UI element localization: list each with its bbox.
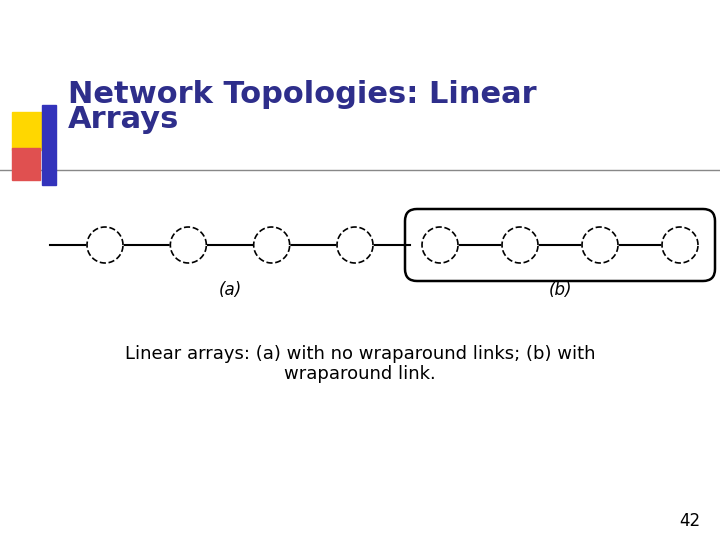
Bar <box>12 148 40 180</box>
Circle shape <box>337 227 373 263</box>
Text: (b): (b) <box>548 281 572 299</box>
Circle shape <box>87 227 123 263</box>
Bar <box>42 105 56 185</box>
Circle shape <box>582 227 618 263</box>
Text: 42: 42 <box>679 512 700 530</box>
Circle shape <box>171 227 207 263</box>
Text: wraparound link.: wraparound link. <box>284 365 436 383</box>
Circle shape <box>422 227 458 263</box>
Circle shape <box>253 227 289 263</box>
Circle shape <box>662 227 698 263</box>
Text: Linear arrays: (a) with no wraparound links; (b) with: Linear arrays: (a) with no wraparound li… <box>125 345 595 363</box>
Circle shape <box>502 227 538 263</box>
Text: Network Topologies: Linear: Network Topologies: Linear <box>68 80 536 109</box>
Text: (a): (a) <box>218 281 242 299</box>
Bar <box>12 112 50 150</box>
Text: Arrays: Arrays <box>68 105 179 134</box>
